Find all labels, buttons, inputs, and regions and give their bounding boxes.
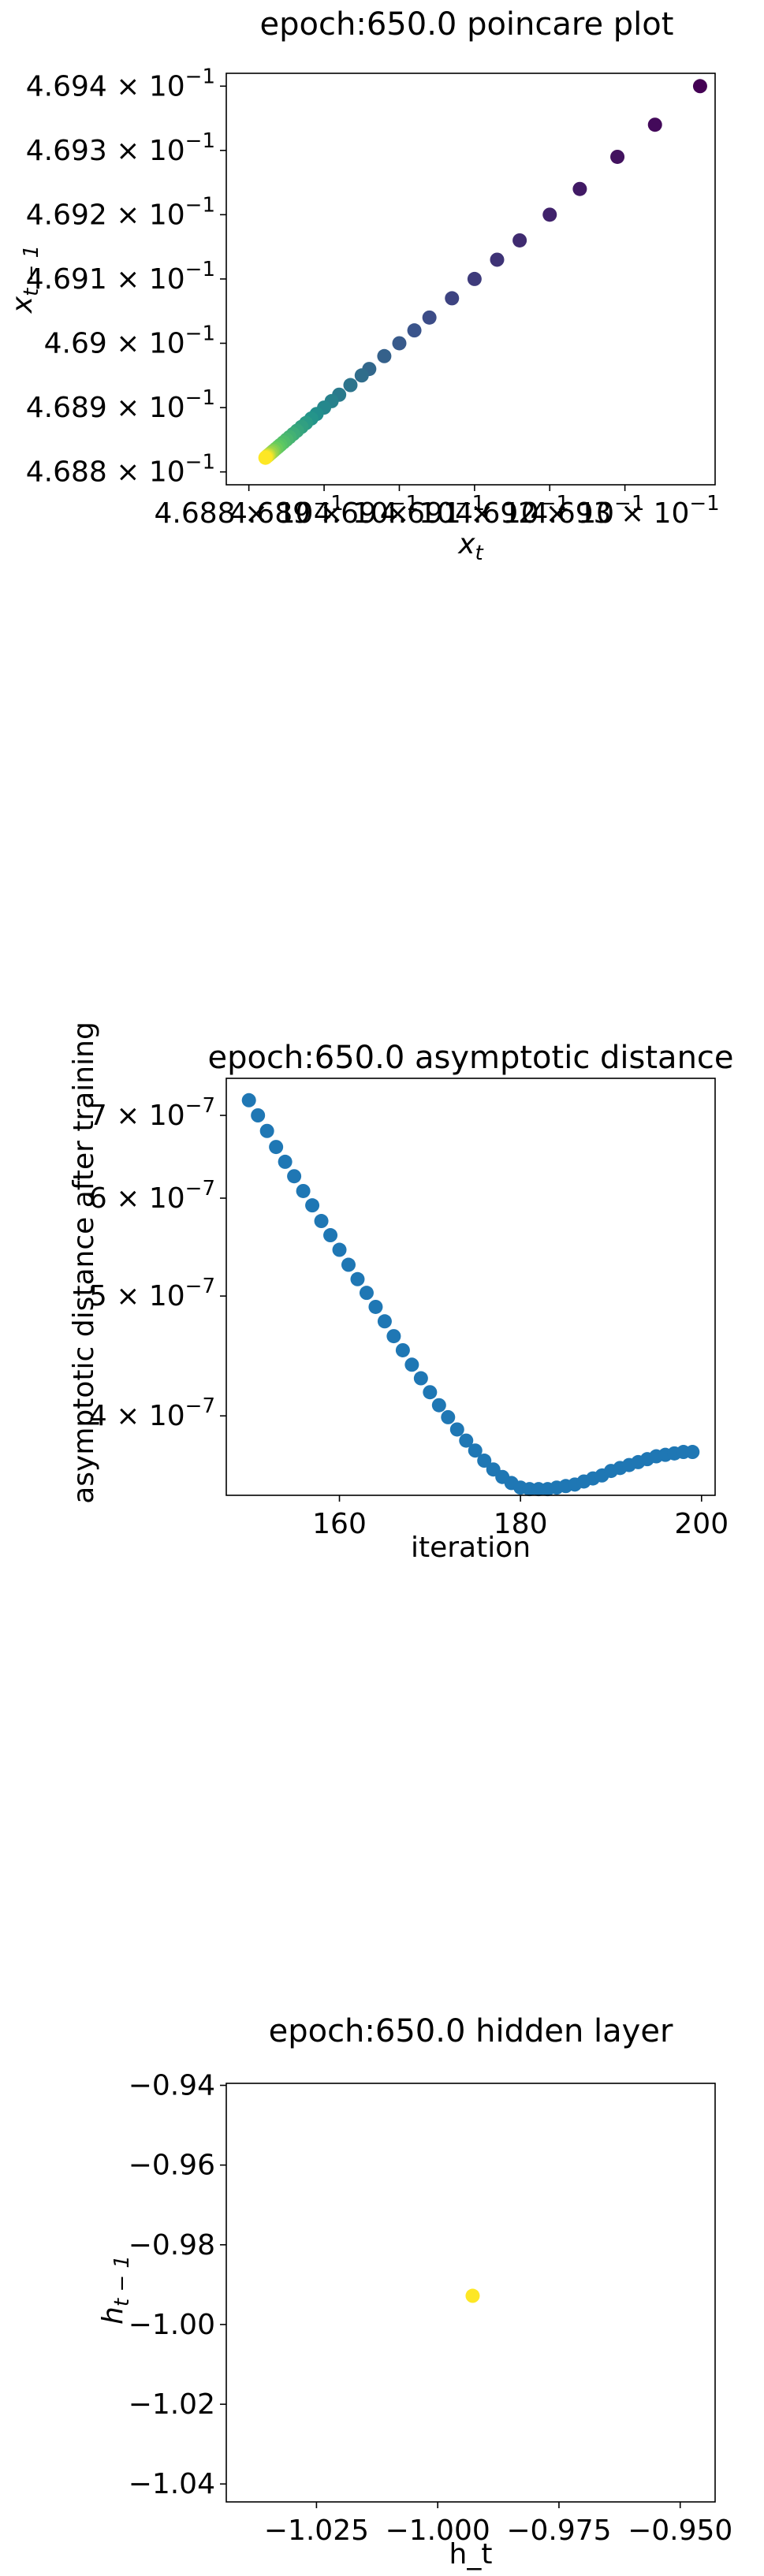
asymptotic-point (269, 1140, 284, 1155)
asymptotic-point (431, 1398, 446, 1413)
x-tick-label: 4.693 × 10−1 (530, 492, 719, 530)
poincare-point (490, 252, 505, 267)
y-tick-label: 6 × 10−7 (89, 1177, 215, 1215)
asymptotic-point (296, 1183, 311, 1198)
x-tick-label: −1.000 (386, 2515, 490, 2547)
y-tick-label: −0.98 (129, 2229, 215, 2261)
asymptotic-point (404, 1357, 419, 1372)
poincare-point (422, 310, 437, 325)
y-tick-label: 4.691 × 10−1 (26, 258, 215, 296)
asymptotic-title: epoch:650.0 asymptotic distance (207, 1040, 733, 1076)
asymptotic-plot-frame (225, 1078, 716, 1496)
x-tick-label: 4.688 × 10−1 (155, 492, 344, 530)
asymptotic-x-label: iteration (411, 1532, 531, 1564)
x-tick-label: 4.689 × 10−1 (229, 492, 419, 530)
hidden-layer-x-label: h_t (449, 2538, 493, 2570)
asymptotic-point (368, 1299, 383, 1314)
poincare-x-label: xt (457, 528, 483, 565)
y-tick-label: 5 × 10−7 (89, 1275, 215, 1312)
asymptotic-point (332, 1242, 347, 1257)
asymptotic-point (449, 1422, 464, 1437)
x-tick-label: 4.691 × 10−1 (380, 492, 569, 530)
asymptotic-point (459, 1433, 474, 1448)
asymptotic-point (259, 1123, 274, 1138)
poincare-point (354, 368, 369, 383)
asymptotic-point (323, 1228, 338, 1243)
y-tick-label: 4 × 10−7 (89, 1394, 215, 1432)
x-tick-label: 180 (494, 1508, 548, 1540)
asymptotic-point (314, 1214, 329, 1229)
poincare-title: epoch:650.0 poincare plot (260, 6, 674, 43)
hidden-layer-point (465, 2288, 480, 2303)
asymptotic-point (278, 1154, 293, 1169)
hidden-layer-title: epoch:650.0 hidden layer (269, 2013, 673, 2049)
poincare-point (512, 233, 527, 248)
asymptotic-y-label: asymptotic distance after training (68, 1022, 100, 1504)
poincare-point (392, 336, 407, 351)
x-tick-label: −1.025 (264, 2515, 369, 2547)
poincare-x-ticks: 4.688 × 10−14.689 × 10−14.69 × 10−14.691… (155, 485, 720, 530)
x-tick-label: 4.69 × 10−1 (314, 492, 485, 530)
poincare-y-label: xt − 1 (6, 245, 43, 314)
asymptotic-point (287, 1169, 302, 1184)
hidden-layer-points (465, 2288, 480, 2303)
poincare-point (542, 207, 557, 222)
hidden-layer-y-label: ht − 1 (97, 2255, 134, 2325)
poincare-point (343, 378, 358, 393)
asymptotic-point (468, 1443, 483, 1458)
y-tick-label: 4.689 × 10−1 (26, 386, 215, 424)
poincare-point (572, 181, 587, 196)
asymptotic-points (241, 1093, 700, 1497)
asymptotic-point (377, 1314, 392, 1329)
poincare-point (445, 291, 460, 306)
hidden-layer-plot-frame (225, 2083, 716, 2503)
asymptotic-point (251, 1108, 266, 1123)
hidden-layer-x-ticks: −1.025 −1.000 −0.975 −0.950 (264, 2502, 732, 2547)
y-tick-label: 4.693 × 10−1 (26, 129, 215, 167)
asymptotic-point (305, 1198, 320, 1213)
x-tick-label: 4.692 × 10−1 (455, 492, 644, 530)
asymptotic-chart: epoch:650.0 asymptotic distance 160 180 20… (68, 1022, 734, 1564)
y-tick-label: 7 × 10−7 (89, 1094, 215, 1132)
y-tick-label: −0.96 (129, 2150, 215, 2182)
poincare-point (692, 79, 707, 94)
asymptotic-point (241, 1093, 256, 1107)
y-tick-label: −1.02 (129, 2388, 215, 2421)
poincare-point (407, 323, 422, 338)
y-tick-label: 4.69 × 10−1 (44, 322, 215, 359)
y-tick-label: 4.688 × 10−1 (26, 451, 215, 489)
y-tick-label: −1.00 (129, 2309, 215, 2341)
poincare-point (610, 149, 625, 164)
y-tick-label: −0.94 (129, 2070, 215, 2102)
asymptotic-point (341, 1257, 356, 1272)
asymptotic-point (423, 1385, 438, 1400)
y-tick-label: 4.692 × 10−1 (26, 193, 215, 231)
poincare-point (377, 348, 392, 363)
y-tick-label: −1.04 (129, 2468, 215, 2500)
x-tick-label: 200 (674, 1508, 729, 1540)
asymptotic-point (386, 1329, 401, 1344)
x-tick-label: −0.950 (628, 2515, 732, 2547)
poincare-y-ticks: 4.688 × 10−1 4.689 × 10−1 4.69 × 10−1 4.691… (26, 65, 226, 489)
asymptotic-point (477, 1454, 492, 1469)
asymptotic-point (395, 1342, 410, 1357)
asymptotic-point (685, 1445, 700, 1460)
asymptotic-point (350, 1271, 365, 1286)
x-tick-label: 160 (312, 1508, 367, 1540)
poincare-point (258, 450, 273, 465)
poincare-point (467, 271, 482, 286)
poincare-chart: epoch:650.0 poincare plot 4.688 × 10−14.… (6, 6, 720, 565)
poincare-point (647, 117, 662, 132)
hidden-layer-chart: epoch:650.0 hidden layer −1.025 −1.000 −0.… (97, 2013, 732, 2570)
hidden-layer-y-ticks: −0.94 −0.96 −0.98 −1.00 −1.02 −1.04 (129, 2070, 226, 2500)
asymptotic-point (441, 1409, 456, 1424)
asymptotic-point (359, 1286, 374, 1301)
poincare-points (258, 79, 707, 465)
y-tick-label: 4.694 × 10−1 (26, 65, 215, 102)
asymptotic-y-ticks: 4 × 10−7 5 × 10−7 6 × 10−7 7 × 10−7 (89, 1094, 226, 1432)
asymptotic-point (413, 1371, 428, 1386)
x-tick-label: −0.975 (506, 2515, 611, 2547)
asymptotic-x-ticks: 160 180 200 (312, 1495, 729, 1540)
